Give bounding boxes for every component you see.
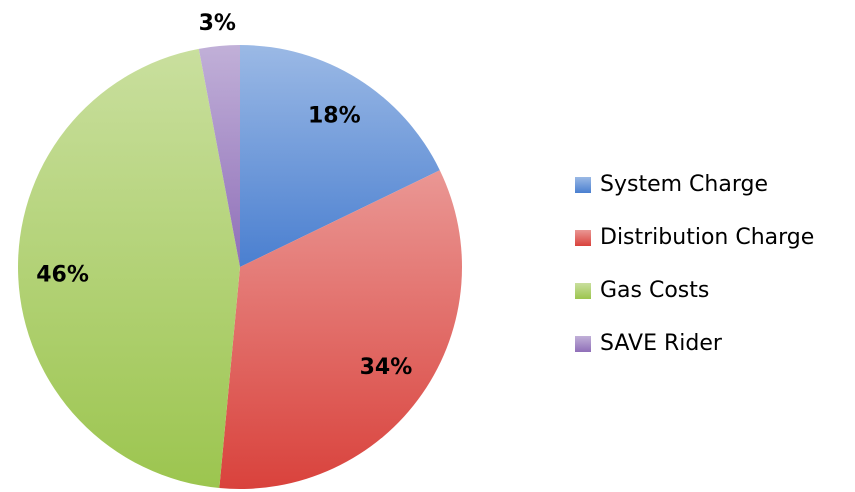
value-label: 3% — [199, 11, 236, 36]
legend-swatch — [575, 336, 591, 352]
pie-slice — [198, 45, 240, 267]
legend-label: SAVE Rider — [600, 331, 723, 356]
legend-label: Distribution Charge — [600, 225, 814, 250]
legend-swatch — [575, 177, 591, 193]
legend-swatch — [575, 230, 591, 246]
legend-label: Gas Costs — [600, 278, 709, 303]
value-label: 34% — [360, 355, 413, 380]
pie-slice — [17, 48, 240, 489]
value-label: 18% — [308, 104, 361, 129]
pie-slice — [219, 170, 463, 490]
legend-label: System Charge — [600, 172, 768, 197]
pie-slice — [240, 45, 440, 267]
legend-swatch — [575, 283, 591, 299]
value-label: 46% — [36, 262, 89, 287]
